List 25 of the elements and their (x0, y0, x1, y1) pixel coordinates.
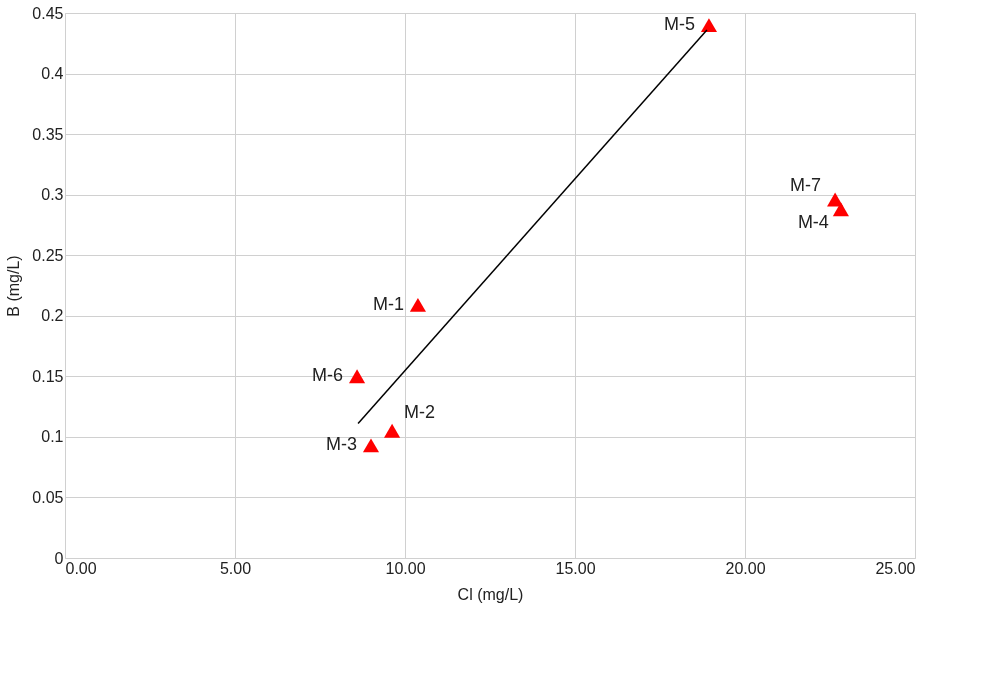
x-tick-label: 5.00 (219, 559, 252, 577)
x-tick-label: 0.00 (65, 559, 97, 577)
annotation: M-4 (797, 212, 829, 233)
x-tick-label: 10.00 (385, 559, 426, 577)
y-tick-label: 0.1 (41, 428, 64, 446)
annotation: M-7 (790, 174, 822, 195)
annotation: M-2 (404, 401, 436, 422)
annotation: M-6 (312, 365, 344, 386)
y-tick-label: 0.3 (41, 186, 64, 204)
y-tick-label: 0.15 (32, 367, 64, 385)
x-tick-label: 25.00 (875, 559, 916, 577)
y-tick-label: 0.25 (32, 246, 64, 264)
y-tick-label: 0.4 (41, 65, 64, 83)
x-tick-label: 15.00 (555, 559, 596, 577)
y-axis-title: B (mg/L) (5, 255, 23, 317)
y-tick-label: 0.05 (32, 488, 64, 506)
annotation: M-3 (326, 434, 357, 455)
annotation: M-5 (663, 14, 695, 35)
y-tick-label: 0 (54, 549, 64, 567)
annotation: M-1 (372, 293, 404, 314)
y-tick-label: 0.45 (32, 4, 64, 22)
x-tick-label: 20.00 (725, 559, 766, 577)
y-tick-label: 0.2 (41, 307, 64, 325)
y-tick-label: 0.35 (32, 125, 64, 143)
x-axis-title: Cl (mg/L) (457, 585, 524, 603)
